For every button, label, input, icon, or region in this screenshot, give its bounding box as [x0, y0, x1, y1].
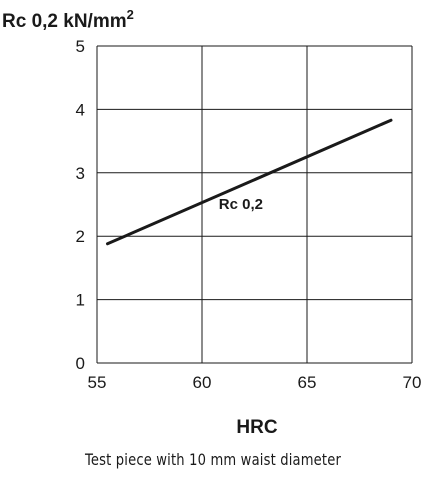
x-tick-label: 65 — [298, 373, 317, 392]
y-tick-label: 4 — [76, 100, 85, 119]
y-tick-label: 5 — [76, 37, 85, 56]
caption: Test piece with 10 mm waist diameter — [84, 450, 342, 469]
x-tick-label: 70 — [403, 373, 422, 392]
y-tick-label: 1 — [76, 291, 85, 310]
y-axis-label-superscript: 2 — [127, 7, 134, 22]
series-lines: Rc 0,2 — [106, 118, 393, 246]
y-tick-label: 0 — [76, 354, 85, 373]
x-axis-label: HRC — [236, 417, 277, 438]
grid — [96, 45, 413, 364]
x-tick-label: 55 — [88, 373, 107, 392]
y-tick-label: 2 — [76, 227, 85, 246]
series-line — [106, 118, 393, 246]
y-axis-label: Rc 0,2 kN/mm2 — [2, 7, 134, 32]
series-label: Rc 0,2 — [219, 196, 263, 213]
x-tick-label: 60 — [193, 373, 212, 392]
y-tick-label: 3 — [76, 164, 85, 183]
